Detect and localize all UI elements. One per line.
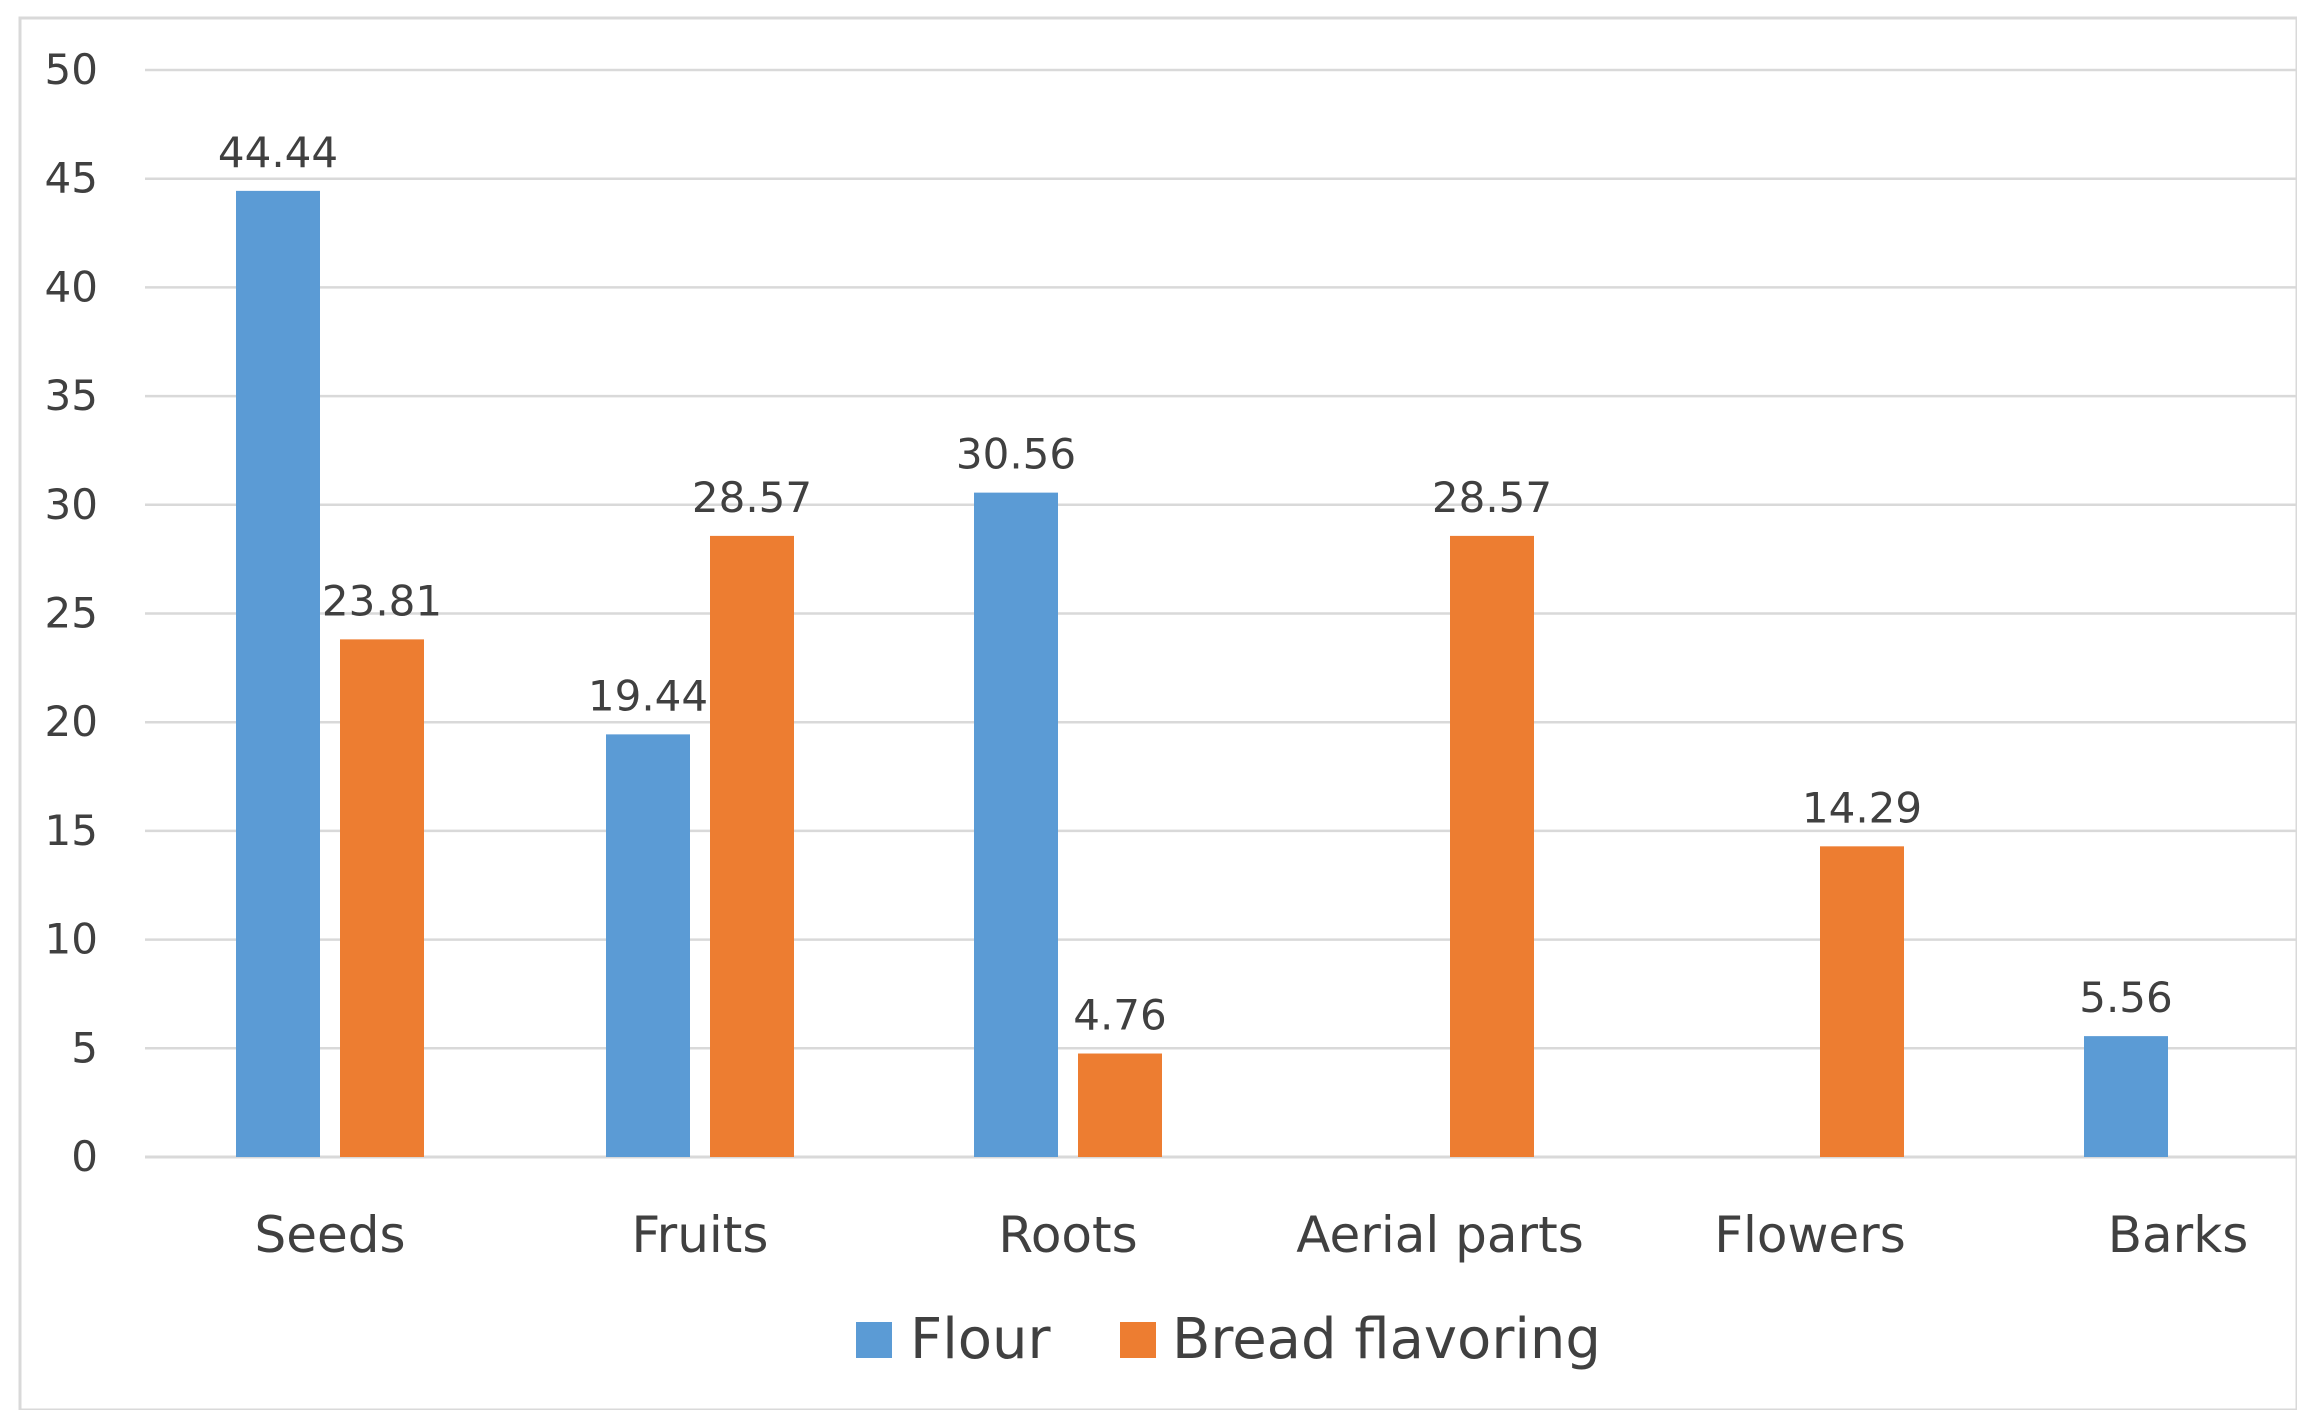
y-tick-label: 25 xyxy=(45,589,98,638)
bar-flour-barks xyxy=(2084,1036,2168,1157)
bar-flour-seeds xyxy=(236,190,320,1158)
bar-bread-flavoring-seeds xyxy=(340,639,424,1157)
legend-swatch-flour xyxy=(856,1322,892,1358)
y-tick-label: 20 xyxy=(45,697,98,746)
data-label: 4.76 xyxy=(1073,991,1167,1040)
x-axis-tick-labels: Seeds Fruits Roots Aerial parts Flowers Barks xyxy=(254,1206,2248,1264)
data-label: 28.57 xyxy=(1432,473,1552,522)
data-labels: 44.44 19.44 30.56 5.56 23.81 28.57 4.76 28.57 14… xyxy=(218,128,2173,1040)
bar-bread-flavoring-fruits xyxy=(710,535,794,1157)
bar-bread-flavoring-roots xyxy=(1078,1053,1162,1157)
data-label: 19.44 xyxy=(588,671,708,720)
legend: Flour Bread flavoring xyxy=(856,1307,1601,1372)
y-tick-label: 40 xyxy=(45,262,98,311)
data-label: 5.56 xyxy=(2079,973,2173,1022)
x-tick-label: Fruits xyxy=(632,1206,769,1264)
legend-label: Bread flavoring xyxy=(1172,1307,1601,1372)
y-tick-label: 15 xyxy=(45,806,98,855)
bar-flour-fruits xyxy=(606,734,690,1157)
y-tick-label: 10 xyxy=(45,915,98,964)
x-tick-label: Aerial parts xyxy=(1296,1206,1584,1264)
gridlines xyxy=(145,68,2297,1050)
bar-bread-flavoring-aerial-parts xyxy=(1450,535,1534,1157)
y-tick-label: 50 xyxy=(45,45,98,94)
bar-flour-roots xyxy=(974,492,1058,1157)
bar-bread-flavoring-flowers xyxy=(1820,846,1904,1157)
y-tick-label: 35 xyxy=(45,371,98,420)
y-tick-label: 0 xyxy=(71,1132,98,1181)
x-tick-label: Roots xyxy=(998,1206,1137,1264)
y-tick-label: 30 xyxy=(45,480,98,529)
x-tick-label: Flowers xyxy=(1714,1206,1906,1264)
x-tick-label: Seeds xyxy=(254,1206,405,1264)
x-tick-label: Barks xyxy=(2108,1206,2249,1264)
y-tick-label: 5 xyxy=(71,1023,98,1072)
y-axis-tick-labels: 0 5 10 15 20 25 30 35 40 45 50 xyxy=(45,45,98,1181)
legend-swatch-bread-flavoring xyxy=(1120,1322,1156,1358)
data-label: 30.56 xyxy=(956,430,1076,479)
bars xyxy=(236,190,2168,1158)
data-label: 14.29 xyxy=(1802,783,1922,832)
legend-label: Flour xyxy=(910,1307,1052,1372)
data-label: 28.57 xyxy=(692,473,812,522)
data-label: 23.81 xyxy=(322,576,442,625)
y-tick-label: 45 xyxy=(45,154,98,203)
data-label: 44.44 xyxy=(218,128,338,177)
